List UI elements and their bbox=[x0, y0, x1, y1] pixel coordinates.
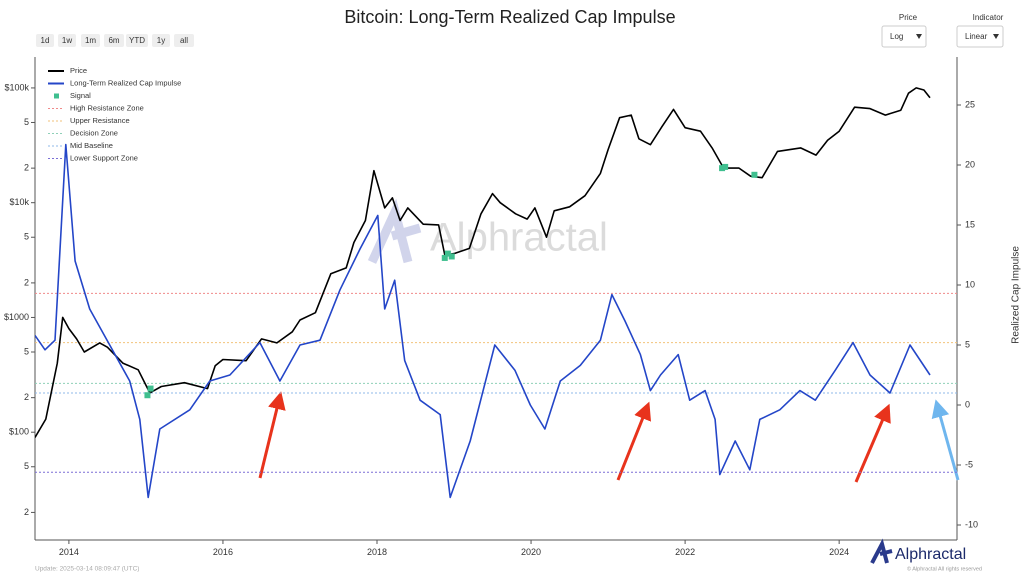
y2-tick-label: 5 bbox=[965, 339, 970, 349]
y2-tick-label: -10 bbox=[965, 519, 978, 529]
signal-point bbox=[722, 163, 729, 170]
y2-tick-label: 10 bbox=[965, 279, 975, 289]
y2-axis-label: Realized Cap Impulse bbox=[1011, 246, 1022, 344]
y2-tick-label: 0 bbox=[965, 399, 970, 409]
y-tick-label: $100k bbox=[4, 82, 29, 92]
dropdown-value[interactable]: Log bbox=[890, 32, 903, 41]
button-label[interactable]: 1m bbox=[85, 36, 96, 45]
x-tick-label: 2022 bbox=[675, 547, 695, 557]
range-button[interactable]: all bbox=[174, 34, 194, 47]
copyright: © Alphractal All rights reserved bbox=[907, 565, 982, 572]
signal-point bbox=[719, 165, 726, 172]
legend-label: Decision Zone bbox=[70, 128, 118, 137]
price-scale-dropdown[interactable]: Log bbox=[881, 25, 927, 48]
dropdown-box[interactable] bbox=[881, 25, 927, 48]
y-tick-label: 2 bbox=[24, 163, 29, 173]
control-label: Indicator bbox=[973, 13, 1004, 22]
dropdown-value[interactable]: Linear bbox=[965, 32, 988, 41]
brand-name: Alphractal bbox=[895, 546, 966, 563]
range-button[interactable]: 6m bbox=[104, 34, 124, 47]
button-label[interactable]: 1d bbox=[41, 36, 50, 45]
y-tick-label: $10k bbox=[9, 197, 29, 207]
button-label[interactable]: YTD bbox=[129, 36, 145, 45]
range-button[interactable]: YTD bbox=[126, 34, 148, 47]
legend-label: Signal bbox=[70, 91, 91, 100]
y-tick-label: 2 bbox=[24, 507, 29, 517]
button-box[interactable] bbox=[126, 34, 148, 47]
legend-label: Upper Resistance bbox=[70, 116, 130, 125]
button-label[interactable]: 6m bbox=[108, 36, 119, 45]
y-tick-label: 5 bbox=[24, 461, 29, 471]
range-button[interactable]: 1m bbox=[81, 34, 100, 47]
control-label: Price bbox=[899, 13, 918, 22]
signal-point bbox=[751, 171, 758, 178]
frame bbox=[34, 57, 958, 541]
legend-label: Mid Baseline bbox=[70, 141, 113, 150]
x-tick-label: 2024 bbox=[829, 547, 849, 557]
watermark: Alphractal bbox=[367, 198, 608, 264]
series-line bbox=[35, 87, 931, 438]
update-time: Update: 2025-03-14 08:09:47 (UTC) bbox=[35, 566, 139, 573]
legend-label: Lower Support Zone bbox=[70, 153, 138, 162]
indicator-scale-dropdown[interactable]: Linear bbox=[956, 25, 1004, 48]
signal-point bbox=[147, 385, 154, 392]
signal-point bbox=[448, 253, 455, 260]
signal-point bbox=[441, 254, 448, 261]
legend-swatch bbox=[54, 93, 59, 99]
x-tick-label: 2020 bbox=[521, 547, 541, 557]
legend-label: High Resistance Zone bbox=[70, 103, 144, 112]
y-tick-label: 5 bbox=[24, 346, 29, 356]
y-tick-label: 5 bbox=[24, 117, 29, 127]
y2-tick-label: 15 bbox=[965, 219, 975, 229]
legend-label: Price bbox=[70, 66, 87, 75]
x-tick-label: 2014 bbox=[59, 547, 79, 557]
signal-point bbox=[144, 392, 151, 399]
annotation-arrows bbox=[258, 391, 960, 483]
range-button[interactable]: 1d bbox=[36, 34, 54, 47]
button-label[interactable]: 1y bbox=[157, 36, 165, 45]
x-tick-label: 2018 bbox=[367, 547, 387, 557]
button-label[interactable]: all bbox=[180, 36, 188, 45]
button-box[interactable] bbox=[152, 34, 170, 47]
signal-point bbox=[444, 250, 451, 257]
plot-area bbox=[35, 87, 957, 499]
button-box[interactable] bbox=[104, 34, 124, 47]
legend-label: Long-Term Realized Cap Impulse bbox=[70, 78, 181, 87]
y2-tick-label: -5 bbox=[965, 459, 973, 469]
button-box[interactable] bbox=[36, 34, 54, 47]
y-tick-label: 2 bbox=[24, 392, 29, 402]
y-tick-label: 5 bbox=[24, 232, 29, 242]
y-tick-label: 2 bbox=[24, 277, 29, 287]
range-button[interactable]: 1y bbox=[152, 34, 170, 47]
brand: Alphractal bbox=[870, 538, 966, 564]
y2-tick-label: 20 bbox=[965, 159, 975, 169]
button-label[interactable]: 1w bbox=[62, 36, 72, 45]
dropdown-box[interactable] bbox=[956, 25, 1004, 48]
chart-title: Bitcoin: Long-Term Realized Cap Impulse bbox=[344, 7, 675, 27]
button-box[interactable] bbox=[81, 34, 100, 47]
series-line bbox=[35, 143, 931, 499]
y2-tick-label: 25 bbox=[965, 99, 975, 109]
range-button[interactable]: 1w bbox=[58, 34, 76, 47]
y-tick-label: $1000 bbox=[4, 312, 29, 322]
button-box[interactable] bbox=[58, 34, 76, 47]
legend: Price Long-Term Realized Cap Impulse Signa… bbox=[48, 66, 181, 162]
x-tick-label: 2016 bbox=[213, 547, 233, 557]
button-box[interactable] bbox=[174, 34, 194, 47]
y-tick-label: $100 bbox=[9, 427, 29, 437]
